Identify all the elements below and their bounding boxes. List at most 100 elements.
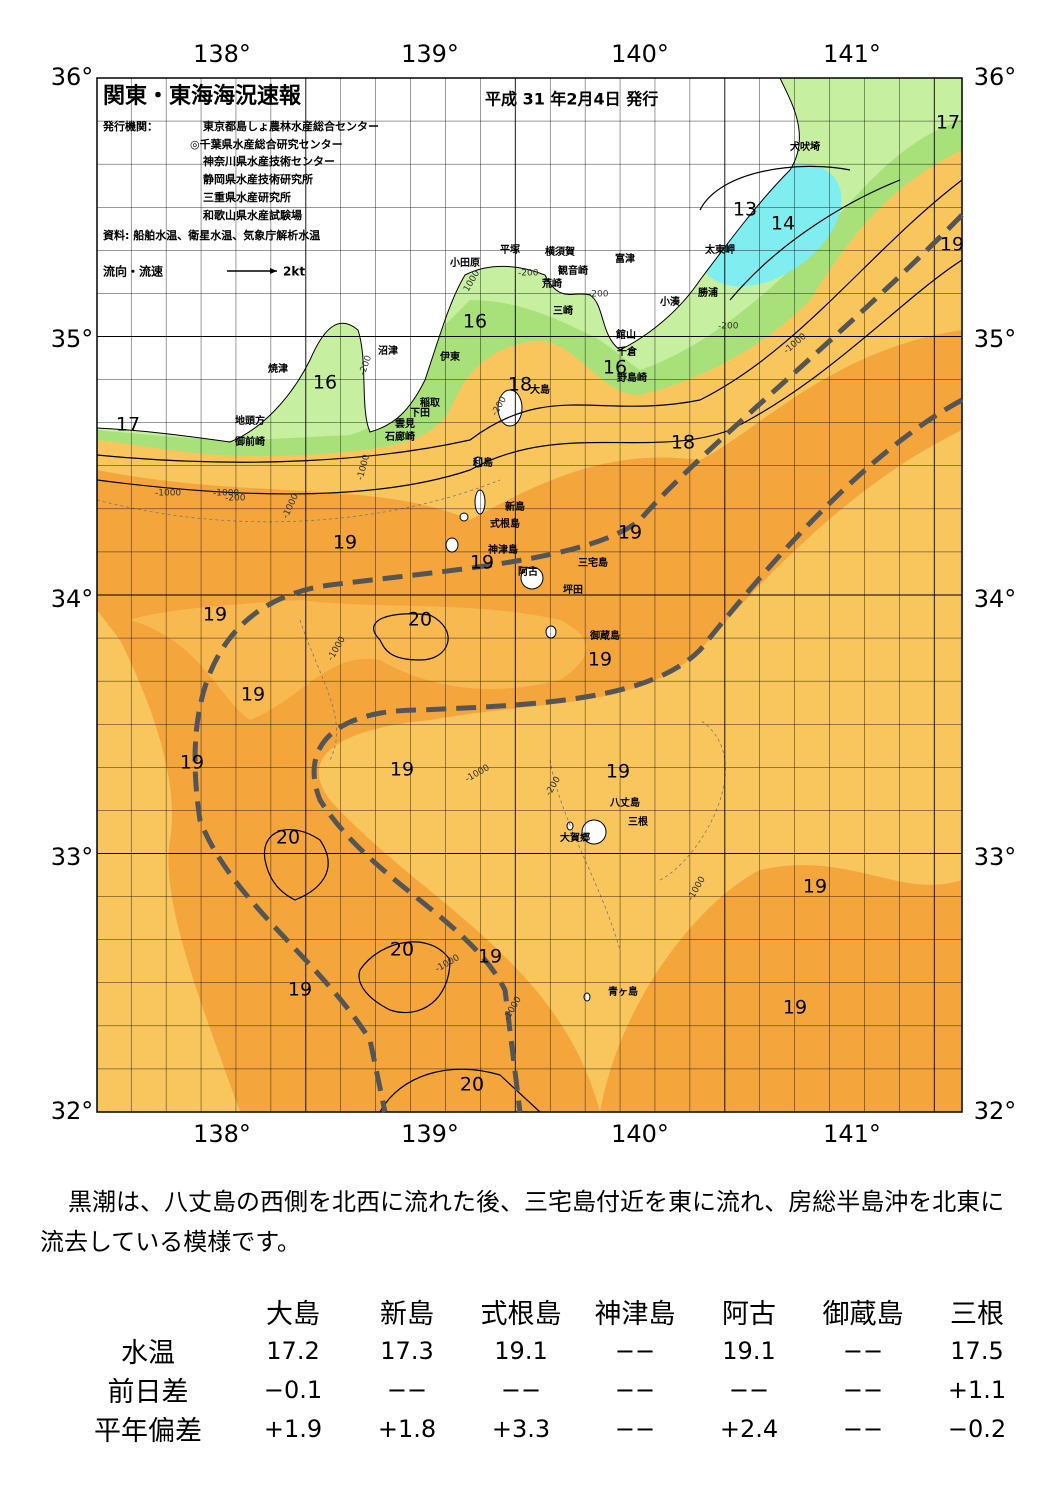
cell: +1.9 [263,1414,323,1443]
cell: 17.5 [950,1336,1004,1365]
contour-label: 19 [478,946,502,968]
place-name: 太東岬 [704,243,735,256]
place-name: 八丈島 [609,796,640,809]
place-name: 阿古 [518,565,538,578]
place-name: 下田 [410,407,430,419]
lon-label: 139° [401,40,459,68]
cell: −− [842,1336,884,1365]
cell: −0.2 [947,1414,1007,1443]
place-name: 石廊崎 [384,430,415,443]
cell: +2.4 [719,1414,779,1443]
cell: +1.1 [947,1375,1007,1404]
contour-label: 20 [390,939,414,961]
header-row: 大島 新島 式根島 神津島 阿古 御蔵島 三根 [60,1292,1034,1331]
lat-label: 32° [51,1097,94,1125]
issuer-label: 発行機関： [102,119,158,133]
contour-label: 20 [276,827,300,849]
depth-label: -200 [588,290,609,300]
place-name: 焼津 [268,362,288,375]
place-name: 稲取 [420,396,441,409]
place-name: 三崎 [553,304,573,317]
place-name: 雲見 [395,418,415,430]
contour-label: 18 [508,374,532,396]
description: 黒潮は、八丈島の西側を北西に流れた後、三宅島付近を東に流れ、房総半島沖を北東に流… [40,1188,1005,1256]
column-header: 大島 [266,1299,320,1330]
column-header: 神津島 [594,1299,676,1330]
place-name: 伊東 [439,350,460,363]
contour-label: 19 [618,522,642,544]
contour-label: 13 [733,199,757,221]
contour-label: 19 [203,604,227,626]
place-name: 新島 [505,500,525,513]
date: 平成 31 年2月4日 発行 [485,90,658,109]
depth-label: -200 [225,494,246,504]
place-name: 小湊 [659,295,681,308]
table-row: 平年偏差 +1.9 +1.8 +3.3 −− +2.4 −− −0.2 [60,1409,1034,1448]
issuer: 東京都島しょ農林水産総合センター [203,119,379,133]
place-name: 平塚 [500,243,520,256]
contour-label: 19 [783,997,807,1019]
source: 資料: 船舶水温、衛星水温、気象庁解析水温 [103,228,320,242]
lon-label: 138° [193,1120,251,1148]
place-name: 館山 [615,328,636,341]
table-row: 水温 17.2 17.3 19.1 −− 19.1 −− 17.5 [60,1331,1034,1370]
place-name: 坪田 [563,583,583,596]
cell: −− [386,1375,428,1404]
graticule [97,77,962,1113]
lon-label: 140° [611,1120,669,1148]
place-name: 三根 [628,815,648,828]
place-name: 式根島 [490,517,520,530]
column-header: 式根島 [480,1299,562,1330]
contour-label: 19 [606,761,630,783]
contour-label: 14 [771,213,795,235]
contour-label: 19 [288,979,312,1001]
cell: −− [614,1375,656,1404]
contour-label: 19 [940,234,964,256]
place-name: 観音崎 [558,264,588,277]
place-name: 沼津 [378,344,398,357]
arrow-head [270,268,277,274]
cell: −− [614,1414,656,1443]
row-header: 平年偏差 [94,1416,202,1447]
flow-scale: 2kt [283,265,305,279]
place-name: 神津島 [488,543,518,556]
contour-label: 19 [180,752,204,774]
row-header: 水温 [121,1338,175,1369]
depth-label: -1000 [155,489,181,499]
contour-label: 16 [463,311,487,333]
place-name: 荒崎 [541,277,562,290]
depth-label: -1000 [213,489,239,499]
cell: −− [728,1375,770,1404]
contour-label: 20 [408,609,432,631]
contour-label: 19 [390,759,414,781]
contour-label: 17 [936,112,960,134]
lon-label: 140° [611,40,669,68]
lat-label: 34° [51,585,94,613]
cell: −0.1 [263,1375,323,1404]
issuer: 和歌山県水産試験場 [203,208,302,222]
contour-label: 16 [313,372,337,394]
cell: +3.3 [491,1414,551,1443]
place-name: 大賀郷 [560,831,590,844]
depth-label: -200 [718,322,739,332]
row-header: 前日差 [107,1377,189,1408]
lat-label: 35° [974,325,1017,353]
column-header: 阿古 [722,1299,776,1330]
cell: +1.8 [377,1414,437,1443]
title: 関東・東海海況速報 [103,83,302,109]
cell: 19.1 [722,1336,776,1365]
map-frame [96,77,963,1113]
station-table: 大島 新島 式根島 神津島 阿古 御蔵島 三根 水温 17.2 17.3 19.1 −− 19.1 −− 1… [60,1292,1034,1448]
cell: 19.1 [494,1336,548,1365]
place-name: 富津 [615,252,635,265]
lon-label: 138° [193,40,251,68]
cell: 17.3 [380,1336,434,1365]
contour-label: 19 [588,649,612,671]
cell: 17.2 [266,1336,320,1365]
place-name: 犬吠埼 [790,140,820,153]
place-name: 野島崎 [617,371,647,384]
lat-label: 35° [51,325,94,353]
contour-label: 19 [470,552,494,574]
contour-label: 16 [603,357,627,379]
contour-label: 19 [241,684,265,706]
